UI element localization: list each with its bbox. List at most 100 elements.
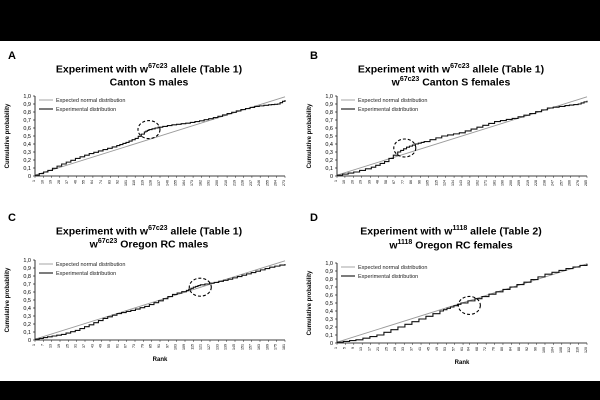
x-tick-label: 48 (375, 180, 379, 184)
x-tick-label: 246 (257, 180, 261, 186)
x-tick-label: 55 (82, 180, 86, 184)
x-tick-label: 83 (107, 180, 111, 184)
y-tick-label: 0,2 (23, 158, 31, 164)
x-tick-label: 7 (40, 344, 44, 346)
x-tick-label: 105 (426, 180, 430, 186)
y-tick-label: 0 (330, 174, 333, 180)
chart-title-part-0: Experiment with w (360, 225, 453, 238)
chart-title: Experiment with w67c23 allele (Table 1) (0, 60, 298, 77)
x-tick-label: 173 (190, 180, 194, 186)
x-tick-label: 31 (74, 344, 78, 348)
x-tick-label: 39 (367, 180, 371, 184)
y-tick-label: 0,5 (325, 134, 333, 140)
y-tick-label: 0,7 (325, 118, 333, 124)
x-tick-label: 55 (107, 344, 111, 348)
x-tick-label: 145 (232, 344, 236, 350)
chart-subtitle-part-0: w (391, 76, 400, 89)
x-tick-label: 96 (534, 347, 538, 351)
plot-svg: 0 0,1 0,2 0,3 0,4 0,5 0,6 0,7 0,8 0,9 1,0 1 5 9 13 17 21… (307, 261, 588, 366)
legend-label: Expected normal distribution (358, 265, 427, 271)
y-tick-label: 0,2 (325, 158, 333, 164)
x-tick-label: 25 (65, 344, 69, 348)
x-tick-label: 53 (443, 347, 447, 351)
x-tick-label: 85 (149, 344, 153, 348)
x-tick-label: 264 (274, 180, 278, 186)
chart-subtitle-part-1: 67c23 (399, 76, 420, 83)
plot-svg: 0 0,1 0,2 0,3 0,4 0,5 0,6 0,7 0,8 0,9 1,0 1 10 20 29 39… (307, 94, 588, 186)
chart-title-part-0: Experiment with w (55, 225, 149, 238)
x-tick-label: 25 (384, 347, 388, 351)
y-tick-label: 0,8 (23, 274, 31, 280)
x-axis-label: Rank (153, 357, 168, 363)
x-tick-label: 238 (543, 180, 547, 186)
chart-subtitle-part-0: w (389, 239, 398, 252)
x-tick-label: 101 (124, 180, 128, 186)
x-tick-label: 33 (401, 347, 405, 351)
x-tick-label: 76 (492, 347, 496, 351)
chart-panel-a: A Experiment with w67c23 allele (Table 1)… (0, 46, 298, 208)
x-tick-label: 219 (232, 180, 236, 186)
y-tick-label: 0,6 (325, 293, 333, 299)
x-tick-label: 181 (282, 344, 286, 350)
x-tick-label: 28 (57, 180, 61, 184)
x-tick-label: 255 (265, 180, 269, 186)
x-tick-label: 228 (241, 180, 245, 186)
y-tick-label: 0,9 (325, 102, 333, 108)
x-tick-label: 1 (32, 344, 36, 346)
panel-letter: A (8, 50, 16, 62)
chart-title-part-1: 67c23 (148, 63, 168, 70)
y-tick-label: 0,7 (325, 285, 333, 291)
x-tick-label: 61 (115, 344, 119, 348)
x-tick-label: 146 (165, 180, 169, 186)
x-tick-label: 13 (359, 347, 363, 351)
y-tick-label: 0,8 (325, 277, 333, 283)
x-tick-label: 5 (342, 347, 346, 349)
y-axis-label: Cumulative probability (307, 270, 313, 335)
y-axis-label: Cumulative probability (5, 103, 11, 168)
x-tick-label: 37 (82, 344, 86, 348)
series-line-expected (34, 260, 286, 340)
x-tick-label: 116 (576, 347, 580, 353)
legend-label: Experimental distribution (358, 107, 418, 113)
x-tick-label: 37 (410, 347, 414, 351)
y-tick-label: 0 (330, 341, 333, 347)
x-tick-label: 61 (460, 347, 464, 351)
x-tick-label: 164 (182, 180, 186, 186)
y-tick-label: 0,4 (325, 309, 333, 315)
x-tick-label: 200 (509, 180, 513, 186)
x-tick-label: 1 (32, 180, 36, 182)
legend-label: Experimental distribution (56, 271, 116, 277)
x-tick-label: 137 (157, 180, 161, 186)
chart-title: Experiment with w67c23 allele (Table 1) (302, 60, 600, 77)
x-tick-label: 13 (49, 344, 53, 348)
x-tick-label: 84 (508, 347, 512, 351)
x-tick-label: 86 (409, 180, 413, 184)
legend-label: Experimental distribution (358, 274, 418, 280)
x-tick-label: 182 (198, 180, 202, 186)
y-tick-label: 0,6 (23, 126, 31, 132)
y-axis-label: Cumulative probability (307, 103, 313, 168)
y-tick-label: 0,7 (23, 282, 31, 288)
y-tick-label: 0,9 (23, 266, 31, 272)
x-tick-label: 276 (576, 180, 580, 186)
legend-label: Experimental distribution (56, 107, 116, 113)
y-tick-label: 0,6 (23, 290, 31, 296)
y-tick-label: 0,1 (325, 333, 333, 339)
x-tick-label: 10 (342, 180, 346, 184)
x-tick-label: 19 (49, 180, 53, 184)
series-line-experimental (35, 264, 286, 340)
x-tick-label: 121 (199, 344, 203, 350)
highlight-ellipse (137, 120, 161, 140)
x-tick-label: 152 (467, 180, 471, 186)
x-tick-label: 73 (132, 344, 136, 348)
x-tick-label: 171 (484, 180, 488, 186)
y-tick-label: 1,0 (23, 258, 31, 264)
x-tick-label: 257 (559, 180, 563, 186)
x-tick-label: 191 (207, 180, 211, 186)
y-tick-label: 0,4 (325, 142, 333, 148)
x-tick-label: 228 (534, 180, 538, 186)
x-tick-label: 115 (190, 344, 194, 350)
chart-subtitle-part-2: Canton S females (419, 76, 511, 89)
x-tick-label: 97 (165, 344, 169, 348)
y-tick-label: 0,3 (325, 317, 333, 323)
